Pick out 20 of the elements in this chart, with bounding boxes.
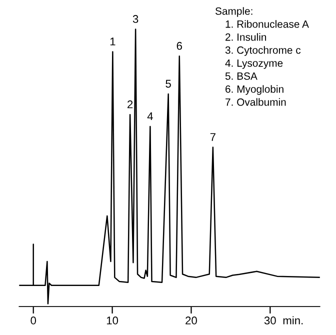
annotation: 6. Myoglobin bbox=[226, 85, 284, 95]
x-tick-label: 20 bbox=[186, 316, 197, 324]
text: Sample: bbox=[215, 7, 252, 17]
x-axis-title: min. bbox=[283, 316, 303, 324]
annotation: 3. Cytochrome c bbox=[225, 46, 301, 56]
annotation: 1 bbox=[110, 38, 116, 46]
annotation: 4 bbox=[147, 112, 153, 120]
annotation: 7 bbox=[210, 133, 216, 141]
x-tick-label: 30 bbox=[264, 316, 276, 324]
annotation: 2 bbox=[128, 100, 133, 108]
annotation: 4. Lysozyme bbox=[225, 60, 283, 69]
x-tick-label: 0 bbox=[30, 316, 36, 324]
annotation: 3 bbox=[132, 15, 138, 23]
annotation: 7. Ovalbumin bbox=[226, 98, 286, 106]
annotation: 6 bbox=[176, 42, 182, 50]
annotation: 2. Insulin bbox=[226, 33, 266, 41]
annotation: 5. BSA bbox=[225, 72, 258, 80]
annotation: 5 bbox=[166, 80, 171, 88]
text: 1. Ribonuclease A bbox=[226, 20, 309, 28]
x-tick-label: 10 bbox=[106, 316, 118, 324]
